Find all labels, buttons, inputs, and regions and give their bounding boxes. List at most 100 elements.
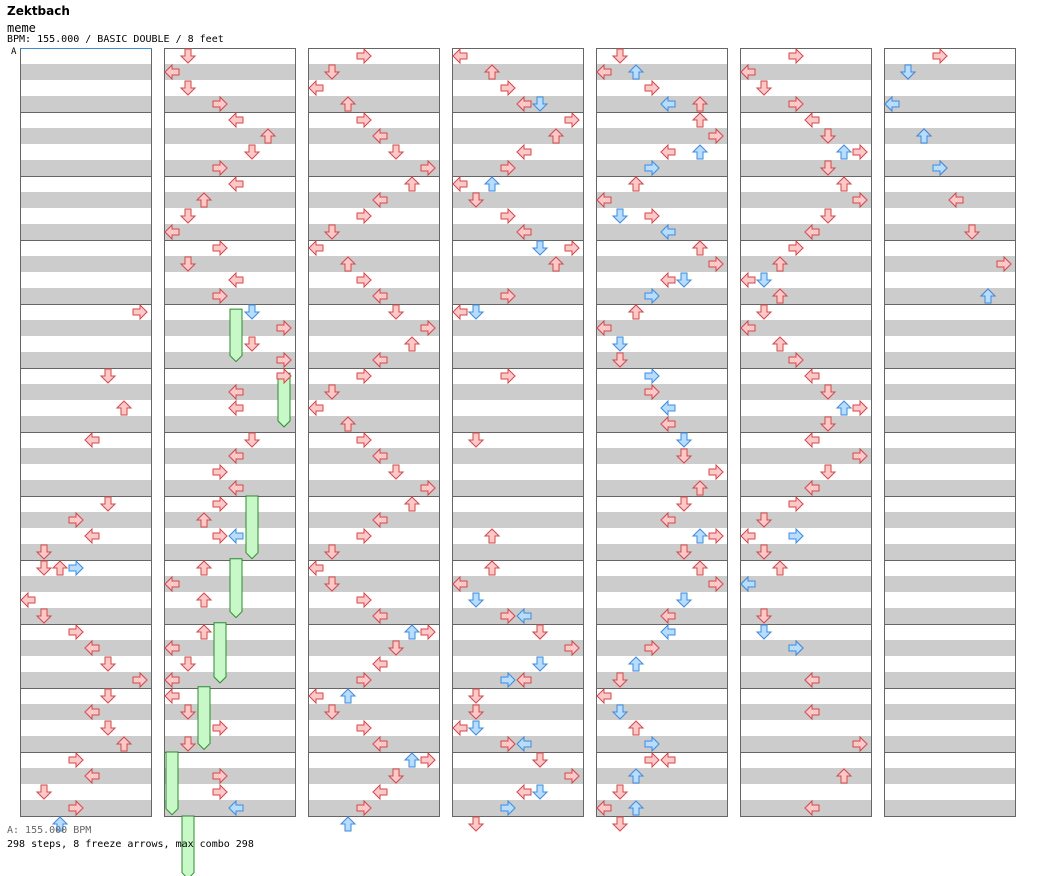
beat-stripe xyxy=(740,320,872,336)
left-arrow-icon xyxy=(228,175,244,193)
beat-stripe xyxy=(164,672,296,688)
measure-border xyxy=(884,752,1016,817)
left-arrow-icon xyxy=(804,799,820,817)
beat-stripe xyxy=(20,800,152,816)
up-arrow-icon xyxy=(979,288,997,304)
left-arrow-icon xyxy=(804,111,820,129)
right-arrow-icon xyxy=(68,559,84,577)
up-arrow-icon xyxy=(771,336,789,352)
beat-stripe xyxy=(884,448,1016,464)
left-arrow-icon xyxy=(740,319,756,337)
beat-stripe xyxy=(20,736,152,752)
down-arrow-icon xyxy=(819,464,837,480)
beat-stripe xyxy=(308,480,440,496)
left-arrow-icon xyxy=(372,655,388,673)
beat-stripe xyxy=(452,704,584,720)
right-arrow-icon xyxy=(852,735,868,753)
down-arrow-icon xyxy=(387,640,405,656)
beat-stripe xyxy=(20,256,152,272)
down-arrow-icon xyxy=(467,592,485,608)
down-arrow-icon xyxy=(611,352,629,368)
left-arrow-icon xyxy=(84,527,100,545)
right-arrow-icon xyxy=(356,47,372,65)
beat-stripe xyxy=(596,320,728,336)
left-arrow-icon xyxy=(660,271,676,289)
left-arrow-icon xyxy=(660,415,676,433)
right-arrow-icon xyxy=(708,255,724,273)
down-arrow-icon xyxy=(179,48,197,64)
up-arrow-icon xyxy=(195,512,213,528)
beat-stripe xyxy=(740,288,872,304)
beat-stripe xyxy=(164,96,296,112)
freeze-arrow xyxy=(229,308,243,363)
beat-stripe xyxy=(20,224,152,240)
right-arrow-icon xyxy=(420,319,436,337)
right-arrow-icon xyxy=(644,79,660,97)
down-arrow-icon xyxy=(675,448,693,464)
up-arrow-icon xyxy=(835,144,853,160)
beat-stripe xyxy=(596,448,728,464)
beat-stripe xyxy=(164,768,296,784)
up-arrow-icon xyxy=(403,496,421,512)
beat-stripe xyxy=(452,384,584,400)
left-arrow-icon xyxy=(740,63,756,81)
right-arrow-icon xyxy=(420,479,436,497)
left-arrow-icon xyxy=(228,479,244,497)
left-arrow-icon xyxy=(660,399,676,417)
left-arrow-icon xyxy=(372,607,388,625)
up-arrow-icon xyxy=(403,752,421,768)
freeze-arrow xyxy=(245,495,259,560)
beat-stripe xyxy=(884,576,1016,592)
down-arrow-icon xyxy=(819,128,837,144)
down-arrow-icon xyxy=(243,144,261,160)
beat-stripe xyxy=(452,320,584,336)
right-arrow-icon xyxy=(644,207,660,225)
down-arrow-icon xyxy=(467,304,485,320)
left-arrow-icon xyxy=(660,223,676,241)
left-arrow-icon xyxy=(84,703,100,721)
down-arrow-icon xyxy=(611,208,629,224)
beat-stripe xyxy=(164,224,296,240)
left-arrow-icon xyxy=(804,479,820,497)
beat-stripe xyxy=(164,704,296,720)
left-arrow-icon xyxy=(452,175,468,193)
down-arrow-icon xyxy=(611,336,629,352)
right-arrow-icon xyxy=(852,143,868,161)
left-arrow-icon xyxy=(228,271,244,289)
left-arrow-icon xyxy=(948,191,964,209)
right-arrow-icon xyxy=(356,591,372,609)
measure-border xyxy=(740,752,872,817)
left-arrow-icon xyxy=(660,143,676,161)
left-arrow-icon xyxy=(596,191,612,209)
beat-stripe xyxy=(884,256,1016,272)
beat-stripe xyxy=(452,128,584,144)
beat-stripe xyxy=(884,416,1016,432)
right-arrow-icon xyxy=(644,639,660,657)
left-arrow-icon xyxy=(164,639,180,657)
down-arrow-icon xyxy=(467,720,485,736)
up-arrow-icon xyxy=(691,112,709,128)
up-arrow-icon xyxy=(195,624,213,640)
beat-stripe xyxy=(596,160,728,176)
beat-stripe xyxy=(164,640,296,656)
down-arrow-icon xyxy=(323,384,341,400)
right-arrow-icon xyxy=(212,767,228,785)
up-arrow-icon xyxy=(259,128,277,144)
down-arrow-icon xyxy=(675,544,693,560)
left-arrow-icon xyxy=(164,671,180,689)
down-arrow-icon xyxy=(611,672,629,688)
down-arrow-icon xyxy=(243,432,261,448)
right-arrow-icon xyxy=(68,623,84,641)
beat-stripe xyxy=(740,384,872,400)
right-arrow-icon xyxy=(500,79,516,97)
right-arrow-icon xyxy=(788,495,804,513)
beat-stripe xyxy=(596,736,728,752)
beat-stripe xyxy=(308,640,440,656)
measure-border xyxy=(164,752,296,817)
up-arrow-icon xyxy=(691,528,709,544)
beat-stripe xyxy=(308,544,440,560)
beat-stripe xyxy=(884,608,1016,624)
right-arrow-icon xyxy=(564,639,580,657)
right-arrow-icon xyxy=(564,767,580,785)
down-arrow-icon xyxy=(755,544,773,560)
